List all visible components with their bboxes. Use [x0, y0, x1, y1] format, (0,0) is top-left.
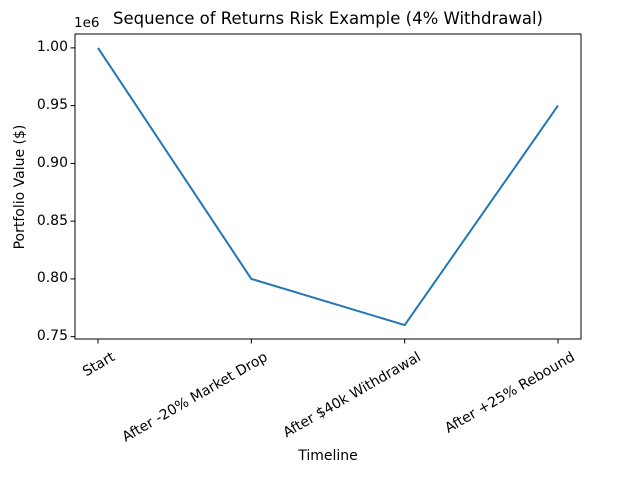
- y-axis-offset-text: 1e6: [74, 15, 100, 31]
- y-tick-label: 1.00: [36, 39, 68, 56]
- y-tick-label: 0.95: [36, 97, 68, 114]
- y-axis-label: Portfolio Value ($): [12, 124, 28, 250]
- y-tick-label: 0.85: [36, 212, 68, 229]
- axes-box: [74, 33, 582, 340]
- y-tick-label: 0.80: [36, 270, 68, 287]
- chart-title: Sequence of Returns Risk Example (4% Wit…: [113, 9, 543, 28]
- x-axis-label: Timeline: [298, 448, 358, 464]
- portfolio-line-series: [97, 47, 559, 327]
- y-tick-label: 0.75: [36, 328, 68, 345]
- y-tick-label: 0.90: [36, 154, 68, 171]
